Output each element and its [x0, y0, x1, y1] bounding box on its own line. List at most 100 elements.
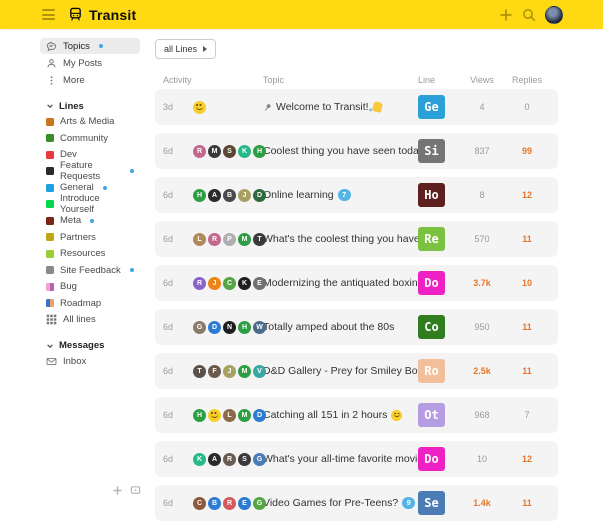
line-badge[interactable]: Do [418, 447, 445, 471]
avatar[interactable]: P [223, 232, 236, 246]
sidebar-item-bug[interactable]: Bug [40, 279, 140, 295]
sidebar-item-community[interactable]: Community [40, 131, 140, 147]
topic-title[interactable]: What's your all-time favorite movie scen… [263, 453, 418, 465]
avatar[interactable]: S [223, 144, 236, 158]
avatar[interactable]: G [253, 452, 266, 466]
column-header-views[interactable]: Views [470, 75, 494, 85]
topic-title[interactable]: Catching all 151 in 2 hours [263, 409, 388, 421]
topic-title[interactable]: D&D Gallery - Prey for Smiley Bob play s… [263, 365, 418, 377]
sidebar-item-partners[interactable]: Partners [40, 230, 140, 246]
avatar[interactable]: A [208, 452, 221, 466]
line-badge[interactable]: Re [418, 227, 445, 251]
avatar[interactable]: K [238, 144, 251, 158]
avatar[interactable]: B [223, 188, 236, 202]
user-avatar[interactable] [545, 5, 563, 24]
avatar[interactable]: M [238, 408, 251, 422]
topic-title-cell[interactable]: Welcome to Transit! [263, 101, 418, 113]
sidebar-item-site-feedback[interactable]: Site Feedback [40, 263, 140, 279]
avatar[interactable]: H [238, 320, 251, 334]
line-badge[interactable]: Ge [418, 95, 445, 119]
topic-title-cell[interactable]: Totally amped about the 80s [263, 321, 418, 333]
topic-title[interactable]: Totally amped about the 80s [263, 321, 395, 333]
sidebar-section-lines[interactable]: Lines [40, 98, 140, 114]
avatar[interactable]: H [253, 144, 266, 158]
topic-title[interactable]: Welcome to Transit! [276, 101, 369, 113]
avatar[interactable]: N [223, 320, 236, 334]
topic-row[interactable]: 6d G D N H W Totally amped about the 80s Co 950 1… [155, 309, 558, 345]
avatar[interactable]: M [238, 364, 251, 378]
line-badge[interactable]: Si [418, 139, 445, 163]
sidebar-item-general[interactable]: General [40, 180, 140, 196]
topic-title-cell[interactable]: Modernizing the antiquated boxing scorin… [263, 277, 418, 289]
sidebar-item-meta[interactable]: Meta [40, 213, 140, 229]
topic-title-cell[interactable]: D&D Gallery - Prey for Smiley Bob play s… [263, 365, 418, 377]
column-header-line[interactable]: Line [418, 75, 436, 85]
avatar[interactable]: W [253, 320, 266, 334]
avatar[interactable]: R [193, 276, 206, 290]
sidebar-item-my-posts[interactable]: My Posts [40, 55, 140, 71]
column-header-replies[interactable]: Replies [511, 75, 542, 85]
topic-title[interactable]: Coolest thing you have seen today [263, 145, 418, 157]
sidebar-item-introduce-yourself[interactable]: Introduce Yourself [40, 193, 140, 215]
line-badge[interactable]: Ho [418, 183, 445, 207]
sidebar-item-dev[interactable]: Dev [40, 147, 140, 163]
topic-row[interactable]: 6d H A B J D Online learning 7 Ho 8 12 [155, 177, 558, 213]
topic-row[interactable]: 6d L R P M T What's the coolest thing you have… [155, 221, 558, 257]
sidebar-section-messages[interactable]: Messages [40, 338, 140, 354]
avatar[interactable]: H [193, 408, 206, 422]
line-badge[interactable]: Co [418, 315, 445, 339]
train-logo-icon[interactable] [68, 7, 83, 22]
line-badge[interactable]: Ro [418, 359, 445, 383]
avatar[interactable] [208, 408, 221, 422]
sidebar-item-resources[interactable]: Resources [40, 246, 140, 262]
new-topic-plus-icon[interactable] [499, 8, 513, 22]
avatar[interactable]: T [253, 232, 266, 246]
avatar[interactable]: M [208, 144, 221, 158]
avatar[interactable]: L [193, 232, 206, 246]
avatar[interactable]: C [193, 496, 206, 510]
avatar[interactable]: D [208, 320, 221, 334]
topic-title[interactable]: Video Games for Pre-Teens? [263, 497, 399, 509]
avatar[interactable]: A [208, 188, 221, 202]
column-header-activity[interactable]: Activity [163, 75, 192, 85]
search-icon[interactable] [522, 8, 536, 22]
sidebar-item-arts-media[interactable]: Arts & Media [40, 114, 140, 130]
topic-title-cell[interactable]: What's the coolest thing you have worked… [263, 233, 418, 245]
avatar[interactable]: D [253, 408, 266, 422]
topic-title-cell[interactable]: Coolest thing you have seen today22 [263, 145, 418, 157]
avatar[interactable]: H [193, 188, 206, 202]
avatar[interactable]: J [223, 364, 236, 378]
hamburger-menu-icon[interactable] [42, 9, 55, 20]
sidebar-item-topics[interactable]: Topics [40, 38, 140, 54]
add-section-plus-icon[interactable] [112, 485, 123, 496]
sidebar-item-inbox[interactable]: Inbox [40, 354, 140, 370]
avatar[interactable]: R [223, 496, 236, 510]
avatar[interactable]: B [208, 496, 221, 510]
topic-title-cell[interactable]: Video Games for Pre-Teens? 9 [263, 497, 418, 509]
avatar[interactable]: G [193, 320, 206, 334]
avatar[interactable]: R [208, 232, 221, 246]
avatar[interactable]: R [223, 452, 236, 466]
line-badge[interactable]: Ot [418, 403, 445, 427]
avatar[interactable]: J [238, 188, 251, 202]
sidebar-item-all-lines[interactable]: All lines [40, 312, 140, 328]
avatar[interactable]: M [238, 232, 251, 246]
topic-title-cell[interactable]: Online learning 7 [263, 189, 418, 201]
line-badge[interactable]: Se [418, 491, 445, 515]
avatar[interactable]: D [253, 188, 266, 202]
avatar[interactable]: S [238, 452, 251, 466]
topic-row[interactable]: 3d Welcome to Transit! Ge 4 0 [155, 89, 558, 125]
topic-title-cell[interactable]: Catching all 151 in 2 hours [263, 409, 418, 421]
avatar[interactable]: E [238, 496, 251, 510]
chat-icon[interactable] [130, 485, 141, 496]
avatar[interactable]: K [238, 276, 251, 290]
sidebar-item-more[interactable]: More [40, 72, 140, 88]
lines-filter-dropdown[interactable]: all Lines [155, 39, 217, 59]
sidebar-item-roadmap[interactable]: Roadmap [40, 296, 140, 312]
sidebar-item-feature-requests[interactable]: Feature Requests [40, 160, 140, 182]
avatar[interactable]: F [208, 364, 221, 378]
site-title[interactable]: Transit [89, 6, 137, 23]
avatar[interactable]: G [253, 496, 266, 510]
avatar[interactable]: R [193, 144, 206, 158]
